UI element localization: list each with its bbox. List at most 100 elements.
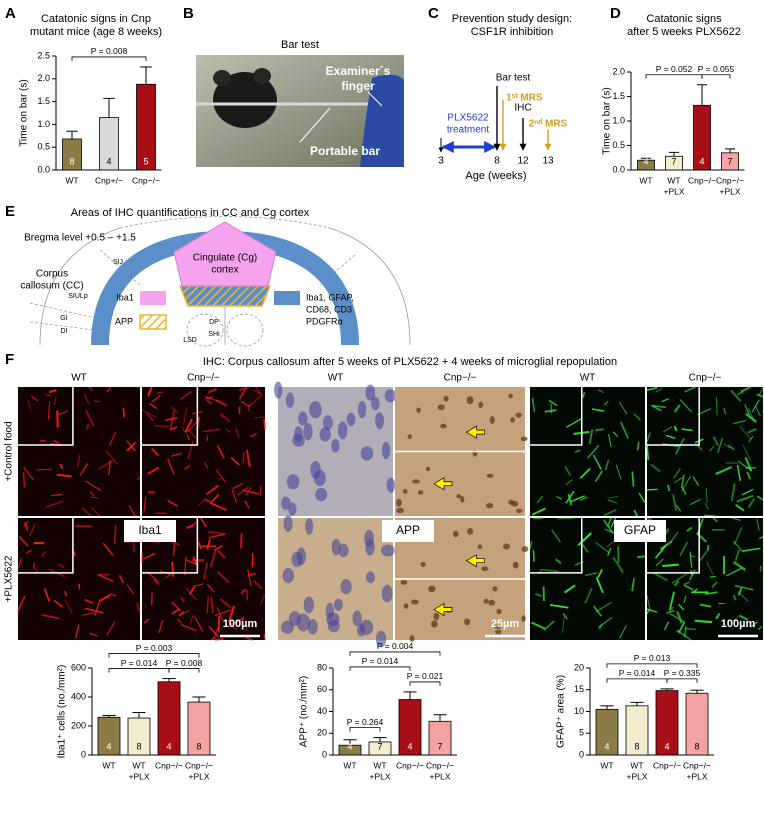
cell-process [197, 497, 207, 507]
cell-process [245, 450, 251, 467]
cell-process [756, 393, 764, 398]
cell-process [610, 517, 617, 528]
x-tick-label: Cnp−/− [155, 760, 183, 770]
x-tick-label: Cnp−/− [653, 760, 681, 770]
cell-process [705, 487, 708, 504]
panel-letter: C [428, 5, 439, 22]
cell-process [529, 541, 533, 549]
bar [428, 720, 452, 756]
region-label: SIULp [68, 293, 88, 300]
micrograph [18, 387, 140, 516]
cell [338, 543, 349, 558]
cell-process [579, 496, 588, 502]
cell-process [668, 606, 675, 612]
cell [319, 427, 331, 442]
bar [127, 717, 151, 756]
cell-process [566, 417, 583, 428]
cell [337, 421, 348, 440]
cell [464, 618, 471, 626]
bar [157, 681, 181, 756]
x-tick-note: +PLX [188, 771, 209, 781]
scale-bar-label: 100µm [223, 618, 258, 630]
cell-process [53, 439, 60, 444]
x-tick-label: WT [600, 760, 613, 770]
cell-process [244, 500, 250, 509]
cell-process [156, 391, 163, 394]
cell-process [706, 561, 714, 575]
y-tick-label: 2.5 [37, 50, 50, 60]
cell-process [646, 443, 650, 461]
cell-process [31, 395, 39, 402]
cell [309, 401, 322, 419]
cell-process [696, 518, 704, 536]
cell-process [227, 605, 236, 623]
y-tick-label: 200 [71, 720, 86, 730]
event-label: IHC [514, 103, 531, 114]
cell-process [237, 486, 250, 496]
x-tick-label: WT [65, 175, 78, 185]
cell-process [689, 551, 693, 569]
pointer [299, 107, 331, 143]
cell-process [53, 397, 57, 406]
x-tick-label: Cnp−/− [716, 175, 744, 185]
bar [625, 705, 649, 756]
cell-process [106, 386, 112, 393]
y-tick-label: 40 [317, 706, 327, 716]
significance-bracket [349, 727, 381, 732]
cell-process [659, 540, 673, 551]
cell-process [232, 482, 244, 490]
n-label: 7 [727, 156, 732, 166]
cell [456, 494, 462, 499]
cell-process [206, 538, 211, 550]
cell-process [756, 518, 760, 531]
x-tick-note: +PLX [663, 186, 684, 196]
cell-process [556, 496, 562, 500]
cell-process [650, 404, 662, 412]
cell-process [253, 416, 266, 419]
cell-process [662, 563, 679, 568]
cell [407, 434, 412, 440]
cell-process [633, 509, 638, 517]
cell-process [97, 459, 115, 471]
p-value: P = 0.014 [619, 668, 656, 678]
cell-process [731, 517, 741, 521]
panel-letter: D [610, 5, 621, 22]
cell-process [618, 401, 628, 415]
cell-process [595, 541, 611, 554]
cell-process [169, 426, 178, 431]
cell-process [562, 613, 568, 620]
bar [665, 155, 683, 171]
x-tick-label: Cnp−/− [688, 175, 716, 185]
cell [402, 489, 408, 494]
cell-process [167, 499, 178, 507]
cell [508, 393, 513, 399]
stain-label: APP [396, 523, 420, 537]
cell-process [148, 402, 158, 410]
cell-process [561, 615, 565, 634]
x-tick-note: +PLX [719, 186, 740, 196]
n-label: 7 [377, 741, 382, 751]
cell-process [564, 465, 571, 476]
legend-label: CD68, CD3 [306, 304, 352, 314]
cell-process [732, 540, 744, 553]
cell-process [154, 424, 169, 428]
cell-process [723, 443, 731, 449]
cell-process [189, 615, 194, 625]
cell-process [188, 586, 196, 595]
cell-process [681, 475, 692, 492]
chart-title: Catatonic signs [646, 13, 722, 25]
cell [443, 395, 449, 402]
cell-process [216, 607, 224, 622]
cell-process [608, 434, 612, 447]
cell-process [595, 601, 612, 613]
cell-process [673, 476, 684, 484]
cell-process [557, 517, 575, 520]
cell [489, 416, 495, 424]
cell [360, 446, 374, 461]
cell-process [94, 599, 101, 616]
cell [453, 530, 459, 538]
cell-process [188, 429, 197, 440]
cell-process [638, 492, 646, 504]
cell-process [47, 401, 51, 420]
cell-process [181, 426, 185, 433]
